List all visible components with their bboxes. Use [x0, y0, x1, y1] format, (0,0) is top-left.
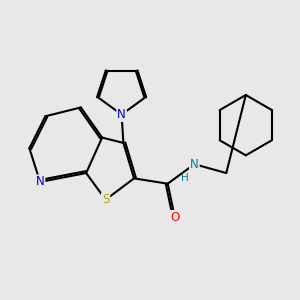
Text: N: N — [36, 176, 44, 188]
Text: N: N — [117, 108, 126, 121]
Text: S: S — [102, 193, 109, 206]
Text: O: O — [170, 211, 179, 224]
Text: N: N — [190, 158, 199, 171]
Text: H: H — [181, 173, 188, 183]
